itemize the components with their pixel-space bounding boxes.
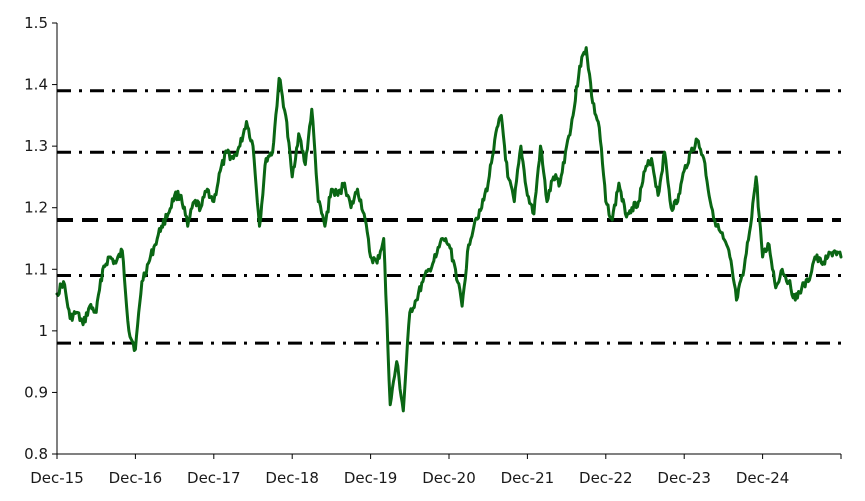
y-tick-label: 1.5 bbox=[24, 14, 48, 32]
y-tick-label: 1.4 bbox=[24, 76, 48, 94]
x-tick-labels: Dec-15 Dec-16 Dec-17 Dec-18 Dec-19 Dec-20 Dec-… bbox=[30, 469, 789, 487]
y-tick-labels: 0.8 0.9 1 1.1 1.2 1.3 1.4 1.5 bbox=[24, 14, 48, 463]
x-tick-label: Dec-18 bbox=[265, 469, 319, 487]
x-tick-label: Dec-15 bbox=[30, 469, 84, 487]
x-tick-label: Dec-20 bbox=[422, 469, 476, 487]
series-line-0 bbox=[55, 46, 843, 413]
series-layer bbox=[55, 46, 843, 413]
x-tick-label: Dec-22 bbox=[579, 469, 633, 487]
y-tick-label: 1.2 bbox=[24, 199, 48, 217]
axes bbox=[52, 22, 842, 459]
x-tick-label: Dec-21 bbox=[501, 469, 555, 487]
x-tick-label: Dec-24 bbox=[736, 469, 790, 487]
y-tick-label: 1.3 bbox=[24, 137, 48, 155]
x-tick-label: Dec-17 bbox=[187, 469, 241, 487]
y-tick-label: 0.9 bbox=[24, 383, 48, 401]
y-tick-label: 1.1 bbox=[24, 260, 48, 278]
reference-lines bbox=[57, 89, 841, 345]
x-tick-label: Dec-16 bbox=[109, 469, 163, 487]
y-tick-label: 1 bbox=[38, 322, 48, 340]
x-tick-label: Dec-23 bbox=[657, 469, 711, 487]
x-tick-label: Dec-19 bbox=[344, 469, 398, 487]
y-tick-label: 0.8 bbox=[24, 445, 48, 463]
